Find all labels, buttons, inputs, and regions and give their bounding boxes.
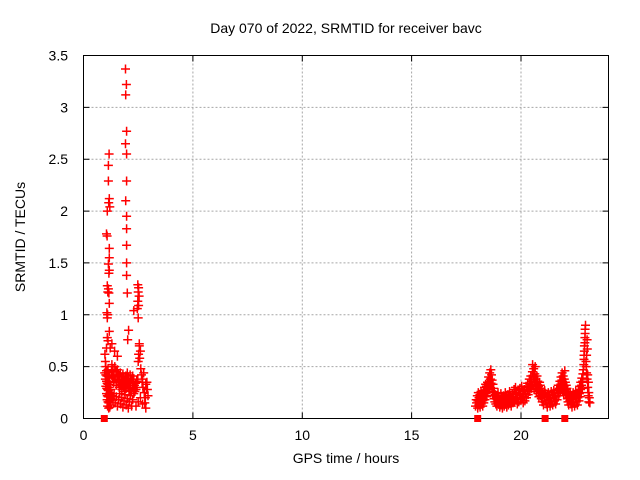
- data-points-zero: [100, 415, 569, 422]
- gridlines: [83, 55, 609, 419]
- chart-layers: 0 5 10 15 20 0 0.5 1 1.5 2 2.5 3 3.5: [49, 48, 609, 443]
- y-tick-label: 2.5: [49, 151, 69, 167]
- y-axis-label: SRMTID / TECUs: [12, 182, 28, 292]
- plot-border: [83, 55, 609, 419]
- y-tick-label: 0.5: [49, 359, 69, 375]
- y-tick-label: 2: [60, 203, 68, 219]
- x-tick-label: 15: [404, 427, 420, 443]
- x-tick-label: 5: [189, 427, 197, 443]
- x-axis-label: GPS time / hours: [293, 450, 400, 466]
- y-tick-label: 3: [60, 99, 68, 115]
- y-tick-label: 3.5: [49, 48, 69, 64]
- data-points: [100, 64, 595, 413]
- y-tick-label: 1: [60, 307, 68, 323]
- x-tick-label: 20: [513, 427, 529, 443]
- chart-title: Day 070 of 2022, SRMTID for receiver bav…: [210, 20, 482, 36]
- x-tick-label: 10: [295, 427, 311, 443]
- y-tick-label: 0: [60, 411, 68, 427]
- y-tick-label: 1.5: [49, 255, 69, 271]
- x-tick-label: 0: [80, 427, 88, 443]
